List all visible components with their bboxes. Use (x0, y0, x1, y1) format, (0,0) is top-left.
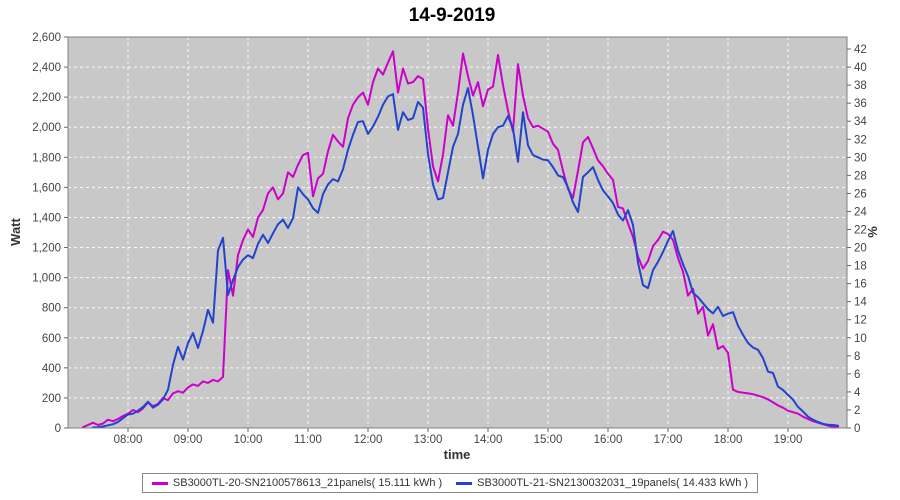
series-lines (82, 50, 839, 429)
axis-tick-labels: 08:00 09:00 10:00 11:00 12:00 13:00 14:00 15:00… (32, 32, 867, 446)
x-tick-label: 15:00 (534, 434, 563, 446)
x-tick-label: 19:00 (774, 434, 803, 446)
legend: SB3000TL-20-SN2100578613_21panels( 15.11… (0, 473, 900, 493)
legend-label-inverter-20: SB3000TL-20-SN2100578613_21panels( 15.11… (172, 477, 443, 489)
x-tick-label: 12:00 (354, 434, 383, 446)
y-right-tick-label: 12 (854, 315, 867, 327)
x-tick-label: 13:00 (414, 434, 443, 446)
x-tick-label: 09:00 (174, 434, 203, 446)
y-right-tick-label: 20 (854, 243, 867, 255)
series-line-2 (92, 87, 839, 429)
y-right-tick-label: 18 (854, 261, 867, 273)
y-left-tick-label: 1,400 (32, 212, 61, 224)
y-right-tick-label: 36 (854, 98, 867, 110)
legend-item-inverter-21: SB3000TL-21-SN2130032031_19panels( 14.43… (456, 477, 748, 489)
y-right-tick-label: 38 (854, 80, 867, 92)
y-left-tick-label: 2,000 (32, 122, 61, 134)
y-right-tick-label: 6 (854, 369, 860, 381)
chart-title: 14-9-2019 (409, 5, 496, 26)
y-left-tick-label: 800 (42, 303, 61, 315)
y-axis-title-right: % (865, 226, 880, 238)
y-left-tick-label: 0 (55, 423, 61, 435)
x-tick-label: 16:00 (594, 434, 623, 446)
legend-box: SB3000TL-20-SN2100578613_21panels( 15.11… (141, 473, 759, 493)
axis-ticks (64, 36, 851, 432)
y-right-tick-label: 22 (854, 224, 867, 236)
y-left-tick-label: 400 (42, 363, 61, 375)
y-right-tick-label: 14 (854, 297, 867, 309)
series-line-1 (82, 50, 839, 429)
series1-color-swatch (151, 481, 168, 485)
y-left-tick-label: 2,400 (32, 62, 61, 74)
x-axis-title: time (444, 447, 471, 462)
y-right-tick-label: 24 (854, 206, 867, 218)
x-tick-label: 10:00 (234, 434, 263, 446)
legend-label-inverter-21: SB3000TL-21-SN2130032031_19panels( 14.43… (477, 477, 749, 489)
y-left-tick-label: 2,200 (32, 92, 61, 104)
y-right-tick-label: 34 (854, 116, 867, 128)
y-right-tick-label: 2 (854, 405, 860, 417)
y-right-tick-label: 16 (854, 279, 867, 291)
x-tick-label: 18:00 (714, 434, 743, 446)
y-axis-title-left: Watt (8, 217, 23, 245)
x-tick-label: 17:00 (654, 434, 683, 446)
y-left-tick-label: 2,600 (32, 32, 61, 44)
y-right-tick-label: 42 (854, 44, 867, 56)
y-right-tick-label: 40 (854, 62, 867, 74)
x-tick-label: 14:00 (474, 434, 503, 446)
plot-border (67, 36, 848, 429)
y-right-tick-label: 8 (854, 351, 860, 363)
y-left-tick-label: 1,600 (32, 182, 61, 194)
series2-color-swatch (456, 481, 473, 485)
y-right-tick-label: 0 (854, 423, 860, 435)
legend-item-inverter-20: SB3000TL-20-SN2100578613_21panels( 15.11… (151, 477, 443, 489)
x-tick-label: 11:00 (294, 434, 322, 446)
y-right-tick-label: 26 (854, 188, 867, 200)
y-left-tick-label: 1,000 (32, 273, 61, 285)
y-right-tick-label: 32 (854, 134, 867, 146)
y-right-tick-label: 4 (854, 387, 861, 399)
x-tick-label: 08:00 (114, 434, 143, 446)
y-left-tick-label: 1,800 (32, 152, 61, 164)
y-left-tick-label: 200 (42, 393, 61, 405)
y-right-tick-label: 10 (854, 333, 867, 345)
y-left-tick-label: 1,200 (32, 243, 61, 255)
y-left-tick-label: 600 (42, 333, 61, 345)
y-right-tick-label: 28 (854, 170, 867, 182)
y-right-tick-label: 30 (854, 152, 867, 164)
